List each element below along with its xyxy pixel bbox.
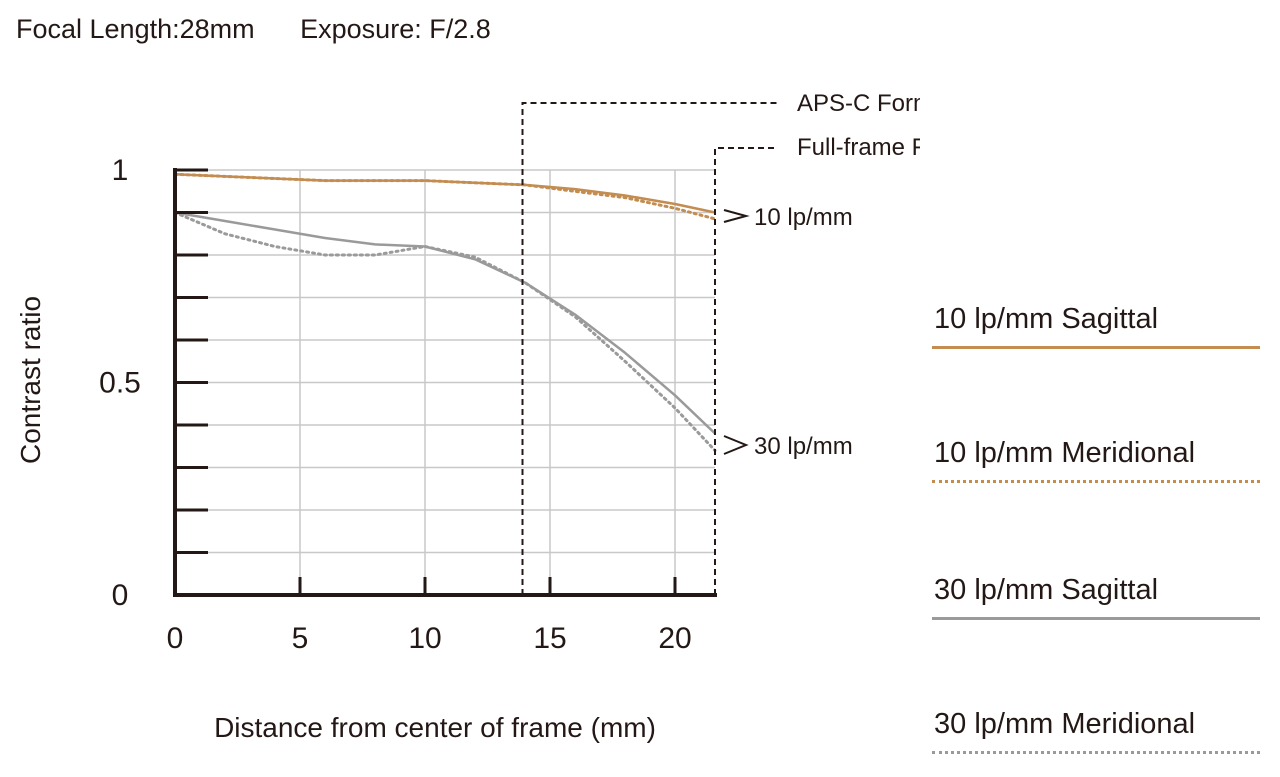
y-axis-title: Contrast ratio — [15, 296, 46, 464]
legend-line-dotted — [932, 480, 1260, 483]
full-frame-label: Full-frame Format — [797, 134, 920, 161]
series-line-3 — [173, 211, 717, 452]
legend-item-10-sagittal: 10 lp/mm Sagittal — [932, 303, 1260, 349]
legend-line-solid — [932, 617, 1260, 620]
chart-axes — [173, 168, 717, 597]
legend-label: 30 lp/mm Sagittal — [934, 574, 1159, 606]
lp30-callout-label: 30 lp/mm — [754, 433, 853, 460]
x-tick-label: 10 — [408, 622, 441, 655]
y-tick-label: 0.5 — [99, 367, 141, 400]
x-tick-label: 15 — [533, 622, 566, 655]
legend-item-10-meridional: 10 lp/mm Meridional — [932, 437, 1260, 483]
series-line-1 — [173, 172, 717, 221]
chart-series — [173, 172, 717, 452]
x-tick-label: 0 — [167, 622, 184, 655]
series-line-2 — [174, 211, 716, 435]
legend-line-dotted — [932, 751, 1260, 754]
legend-label: 10 lp/mm Sagittal — [934, 303, 1159, 335]
legend-item-30-sagittal: 30 lp/mm Sagittal — [932, 574, 1260, 620]
legend-label: 10 lp/mm Meridional — [934, 437, 1196, 469]
y-tick-label: 0 — [112, 579, 129, 612]
x-axis-title: Distance from center of frame (mm) — [214, 712, 656, 743]
x-tick-label: 20 — [658, 622, 691, 655]
lp10-callout-label: 10 lp/mm — [754, 204, 853, 231]
chart-grid — [175, 169, 715, 595]
chart-header: Focal Length:28mm Exposure: F/2.8 — [16, 14, 491, 45]
y-tick-label: 1 — [112, 154, 129, 187]
legend-line-solid — [932, 346, 1260, 349]
legend-label: 30 lp/mm Meridional — [934, 708, 1196, 740]
lp30-pointer-icon — [723, 435, 749, 455]
aps-c-label: APS-C Format — [797, 90, 920, 117]
lp10-pointer-icon — [723, 209, 750, 223]
format-boundaries — [521, 102, 778, 595]
x-tick-label: 5 — [292, 622, 309, 655]
focal-length-label: Focal Length:28mm — [16, 14, 255, 44]
aps-c-boundary-line — [521, 102, 778, 595]
legend-item-30-meridional: 30 lp/mm Meridional — [932, 708, 1260, 754]
exposure-label: Exposure: F/2.8 — [300, 14, 491, 44]
